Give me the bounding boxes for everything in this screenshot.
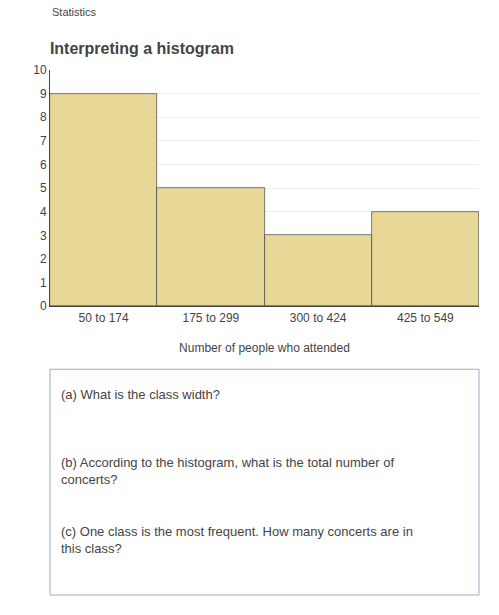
svg-text:50 to 174: 50 to 174 bbox=[79, 311, 129, 325]
svg-text:9: 9 bbox=[40, 87, 47, 101]
svg-text:300 to 424: 300 to 424 bbox=[290, 311, 347, 325]
svg-text:5: 5 bbox=[40, 181, 47, 195]
svg-text:Statistics: Statistics bbox=[52, 6, 97, 18]
svg-text:(a) What is the class width?: (a) What is the class width? bbox=[61, 387, 220, 402]
svg-text:175 to 299: 175 to 299 bbox=[183, 311, 240, 325]
svg-text:8: 8 bbox=[40, 110, 47, 124]
svg-text:4: 4 bbox=[40, 205, 47, 219]
svg-text:(b) According to the histogram: (b) According to the histogram, what is … bbox=[61, 455, 395, 487]
svg-text:1: 1 bbox=[40, 276, 47, 290]
svg-text:425 to 549: 425 to 549 bbox=[397, 311, 454, 325]
svg-text:2: 2 bbox=[40, 252, 47, 266]
svg-text:10: 10 bbox=[33, 63, 47, 77]
svg-text:(c) One class is the most freq: (c) One class is the most frequent. How … bbox=[61, 524, 413, 556]
svg-text:3: 3 bbox=[40, 229, 47, 243]
svg-text:Number of people who attended: Number of people who attended bbox=[179, 341, 350, 355]
svg-text:Interpreting a histogram: Interpreting a histogram bbox=[50, 40, 234, 57]
svg-text:0: 0 bbox=[40, 299, 47, 313]
svg-text:7: 7 bbox=[40, 134, 47, 148]
svg-text:6: 6 bbox=[40, 158, 47, 172]
